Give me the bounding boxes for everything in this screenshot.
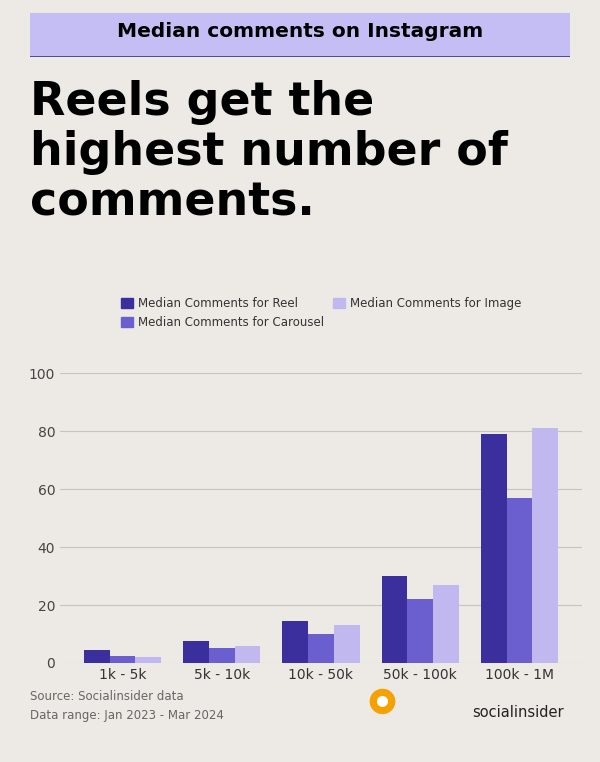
Bar bbox=[433, 584, 459, 663]
Bar bbox=[110, 655, 136, 663]
Circle shape bbox=[377, 696, 388, 706]
Text: socialinsider: socialinsider bbox=[472, 705, 564, 720]
Bar bbox=[407, 599, 433, 663]
Bar bbox=[209, 648, 235, 663]
Bar bbox=[136, 657, 161, 663]
Bar bbox=[235, 645, 260, 663]
Bar bbox=[532, 428, 558, 663]
Circle shape bbox=[370, 690, 395, 713]
Bar bbox=[481, 434, 506, 663]
Bar bbox=[382, 576, 407, 663]
Bar bbox=[183, 642, 209, 663]
Bar bbox=[282, 621, 308, 663]
Text: Source: Socialinsider data
Data range: Jan 2023 - Mar 2024: Source: Socialinsider data Data range: J… bbox=[30, 690, 224, 722]
Text: Median comments on Instagram: Median comments on Instagram bbox=[117, 22, 483, 41]
FancyBboxPatch shape bbox=[0, 15, 600, 69]
FancyBboxPatch shape bbox=[0, 13, 600, 56]
Bar bbox=[506, 498, 532, 663]
Bar bbox=[84, 650, 110, 663]
Bar bbox=[334, 626, 360, 663]
Legend: Median Comments for Reel, Median Comments for Carousel, Median Comments for Imag: Median Comments for Reel, Median Comment… bbox=[116, 293, 526, 334]
Bar bbox=[308, 634, 334, 663]
Text: Reels get the
highest number of
comments.: Reels get the highest number of comments… bbox=[30, 80, 508, 226]
